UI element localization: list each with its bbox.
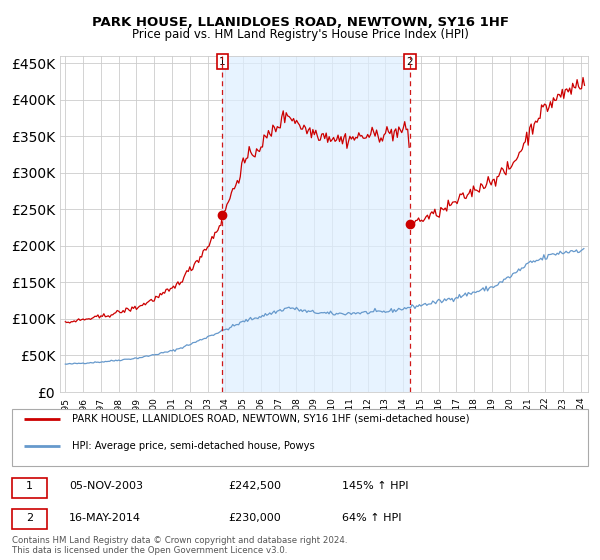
Text: Price paid vs. HM Land Registry's House Price Index (HPI): Price paid vs. HM Land Registry's House … xyxy=(131,28,469,41)
FancyBboxPatch shape xyxy=(12,409,588,466)
Text: PARK HOUSE, LLANIDLOES ROAD, NEWTOWN, SY16 1HF: PARK HOUSE, LLANIDLOES ROAD, NEWTOWN, SY… xyxy=(91,16,509,29)
Text: 2: 2 xyxy=(406,57,413,67)
Text: 16-MAY-2014: 16-MAY-2014 xyxy=(69,512,141,522)
Text: 64% ↑ HPI: 64% ↑ HPI xyxy=(342,512,401,522)
Text: Contains HM Land Registry data © Crown copyright and database right 2024.
This d: Contains HM Land Registry data © Crown c… xyxy=(12,536,347,556)
Text: 145% ↑ HPI: 145% ↑ HPI xyxy=(342,481,409,491)
Text: £230,000: £230,000 xyxy=(228,512,281,522)
Text: 05-NOV-2003: 05-NOV-2003 xyxy=(69,481,143,491)
FancyBboxPatch shape xyxy=(12,509,47,529)
Text: PARK HOUSE, LLANIDLOES ROAD, NEWTOWN, SY16 1HF (semi-detached house): PARK HOUSE, LLANIDLOES ROAD, NEWTOWN, SY… xyxy=(72,414,470,424)
Text: 1: 1 xyxy=(26,481,33,491)
FancyBboxPatch shape xyxy=(12,478,47,498)
Text: HPI: Average price, semi-detached house, Powys: HPI: Average price, semi-detached house,… xyxy=(72,441,315,451)
Text: £242,500: £242,500 xyxy=(228,481,281,491)
Text: 2: 2 xyxy=(26,512,33,522)
Text: 1: 1 xyxy=(219,57,226,67)
Bar xyxy=(223,56,410,392)
